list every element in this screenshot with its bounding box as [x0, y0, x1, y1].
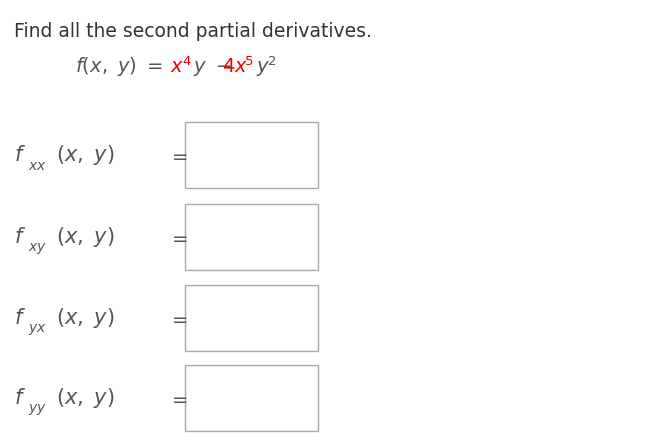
Bar	[185, 122, 318, 188]
Text: $\mathit{yy}$: $\mathit{yy}$	[28, 401, 47, 417]
Text: $\mathit{f}$: $\mathit{f}$	[14, 227, 26, 247]
Text: $\mathit{f}$: $\mathit{f}$	[14, 145, 26, 165]
Text: $=$: $=$	[168, 146, 188, 165]
Text: Find all the second partial derivatives.: Find all the second partial derivatives.	[14, 22, 372, 41]
Text: $\mathit{f}$: $\mathit{f}$	[14, 308, 26, 328]
Text: $=$: $=$	[168, 227, 188, 246]
Text: $\mathit{y}$: $\mathit{y}$	[256, 59, 270, 78]
Bar	[185, 365, 318, 431]
Text: $\mathit{y\ -\ }$: $\mathit{y\ -\ }$	[193, 59, 232, 78]
Text: $=$: $=$	[168, 389, 188, 407]
Text: $\mathit{xx}$: $\mathit{xx}$	[28, 159, 47, 173]
Text: $\mathit{(x,\ y)}$: $\mathit{(x,\ y)}$	[56, 225, 115, 249]
Text: $=$: $=$	[168, 308, 188, 327]
Text: $\mathit{(x,\ y)}$: $\mathit{(x,\ y)}$	[56, 386, 115, 410]
Text: $\mathit{f}$: $\mathit{f}$	[14, 388, 26, 408]
Text: $\mathit{(x,\ y)}$: $\mathit{(x,\ y)}$	[56, 143, 115, 167]
Text: $\mathit{f(x,\ y)\ =\ }$: $\mathit{f(x,\ y)\ =\ }$	[75, 55, 163, 78]
Text: $\mathit{(x,\ y)}$: $\mathit{(x,\ y)}$	[56, 306, 115, 330]
Text: $\mathit{2}$: $\mathit{2}$	[267, 55, 276, 68]
Bar	[185, 285, 318, 351]
Text: $\mathit{5}$: $\mathit{5}$	[244, 55, 254, 68]
Text: $\mathit{yx}$: $\mathit{yx}$	[28, 322, 47, 337]
Text: $\mathit{xy}$: $\mathit{xy}$	[28, 241, 47, 256]
Text: $\mathit{4x}$: $\mathit{4x}$	[222, 57, 248, 76]
Text: $\mathit{x}$: $\mathit{x}$	[170, 57, 184, 76]
Text: $\mathit{4}$: $\mathit{4}$	[182, 55, 191, 68]
Bar	[185, 204, 318, 270]
